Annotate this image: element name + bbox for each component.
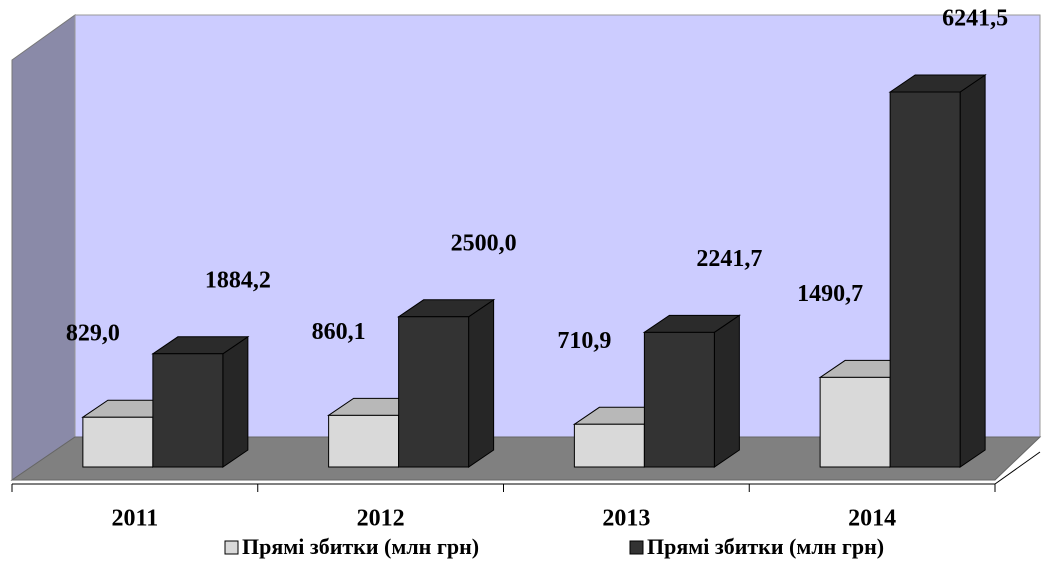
x-tick-label: 2013 bbox=[602, 506, 650, 532]
legend-label: Прямі збитки (млн грн) bbox=[242, 534, 479, 559]
x-tick-label: 2012 bbox=[357, 506, 405, 532]
data-label: 1884,2 bbox=[205, 267, 271, 293]
bar-face bbox=[468, 298, 495, 468]
bar bbox=[642, 314, 741, 468]
bar-face bbox=[398, 316, 470, 468]
bar-face bbox=[819, 376, 891, 468]
data-label: 1490,7 bbox=[797, 281, 863, 307]
legend-label: Прямі збитки (млн грн) bbox=[647, 534, 884, 559]
bar-face bbox=[573, 423, 645, 468]
bar-face bbox=[713, 314, 740, 468]
bar-face bbox=[889, 91, 961, 468]
bar bbox=[151, 335, 250, 468]
bar bbox=[888, 74, 987, 468]
data-label: 829,0 bbox=[66, 321, 120, 347]
x-tick-label: 2014 bbox=[848, 506, 896, 532]
bar bbox=[397, 298, 496, 468]
bar-face bbox=[82, 416, 154, 468]
data-label: 860,1 bbox=[312, 319, 366, 345]
bar-face bbox=[959, 74, 986, 468]
data-label: 6241,5 bbox=[942, 6, 1008, 32]
data-label: 710,9 bbox=[557, 328, 611, 354]
side-wall bbox=[11, 14, 76, 481]
bar-face bbox=[328, 414, 400, 468]
legend-swatch bbox=[629, 540, 644, 555]
x-axis-depth bbox=[994, 451, 1041, 485]
x-tick-label: 2011 bbox=[112, 506, 159, 532]
data-label: 2500,0 bbox=[451, 230, 517, 256]
bar-face bbox=[222, 335, 249, 468]
data-label: 2241,7 bbox=[696, 246, 762, 272]
bar-face bbox=[643, 331, 715, 468]
legend-swatch bbox=[224, 540, 239, 555]
bar-face bbox=[152, 353, 224, 468]
